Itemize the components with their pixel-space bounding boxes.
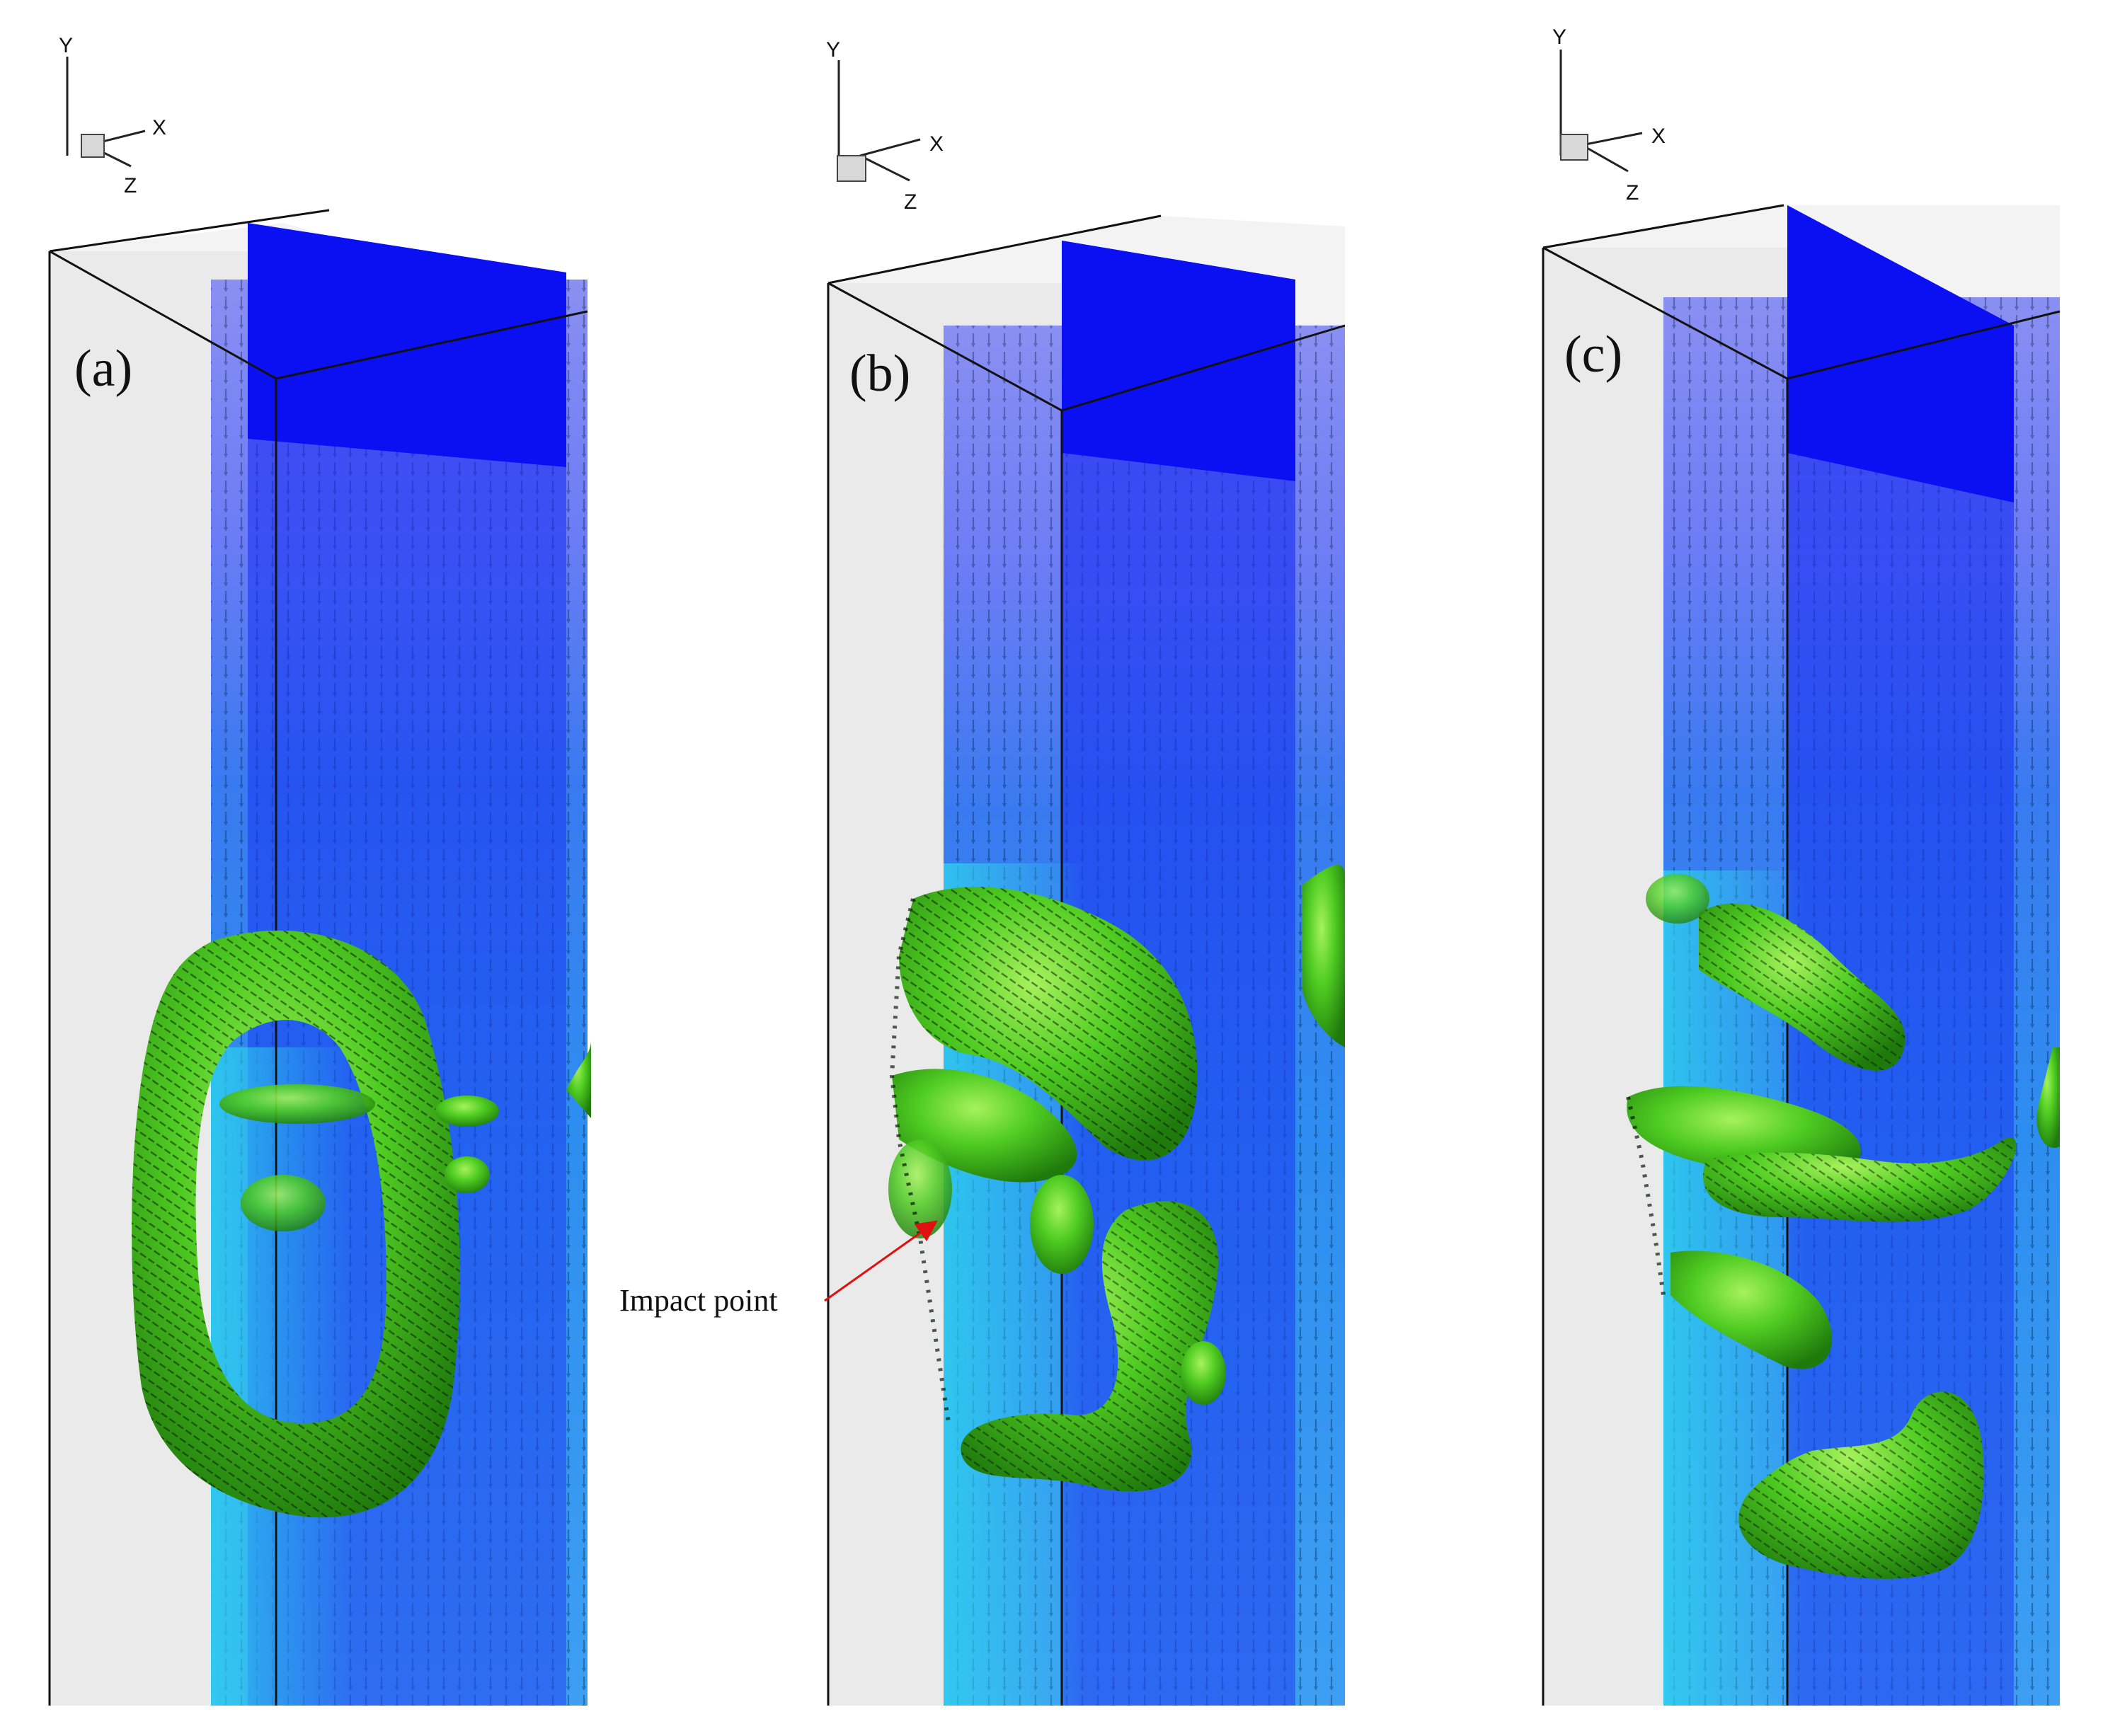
annotation-label: Impact point — [619, 1283, 778, 1318]
panel-label-b: (b) — [849, 345, 910, 403]
axis-z-label: Z — [1626, 181, 1639, 205]
domain-box-a — [48, 209, 588, 1706]
vortex-ring-a — [132, 930, 591, 1518]
axis-cube-icon — [1560, 134, 1588, 161]
impact-point-annotation: Impact point — [619, 1220, 938, 1318]
axis-x-label: X — [152, 116, 166, 139]
axis-cube-icon — [837, 155, 866, 182]
panel-label-c: (c) — [1564, 326, 1622, 384]
axis-x-label: X — [929, 132, 944, 156]
axis-triad-b: Y X Z — [826, 38, 944, 214]
axis-cube-icon — [81, 134, 105, 158]
axis-triad-c: Y X Z — [1552, 25, 1666, 205]
axis-y-label: Y — [826, 38, 840, 62]
axis-z-label: Z — [904, 190, 917, 214]
annotation-arrow — [824, 1220, 938, 1302]
panel-a: Y X Z (a) — [48, 34, 591, 1706]
panel-b: Y X Z — [619, 38, 1346, 1706]
vortex-structures-c — [1626, 874, 2060, 1579]
front-plane-c — [1787, 205, 2014, 1706]
axis-y-label: Y — [1552, 25, 1566, 49]
panel-label-a: (a) — [74, 340, 132, 398]
axis-triad-a: Y X Z — [59, 34, 166, 197]
axis-x-label: X — [1651, 125, 1666, 148]
axis-z-label: Z — [124, 174, 137, 197]
panel-c: Y X Z — [1542, 25, 2061, 1706]
axis-y-label: Y — [59, 34, 73, 57]
vortex-structures-b — [888, 864, 1345, 1492]
